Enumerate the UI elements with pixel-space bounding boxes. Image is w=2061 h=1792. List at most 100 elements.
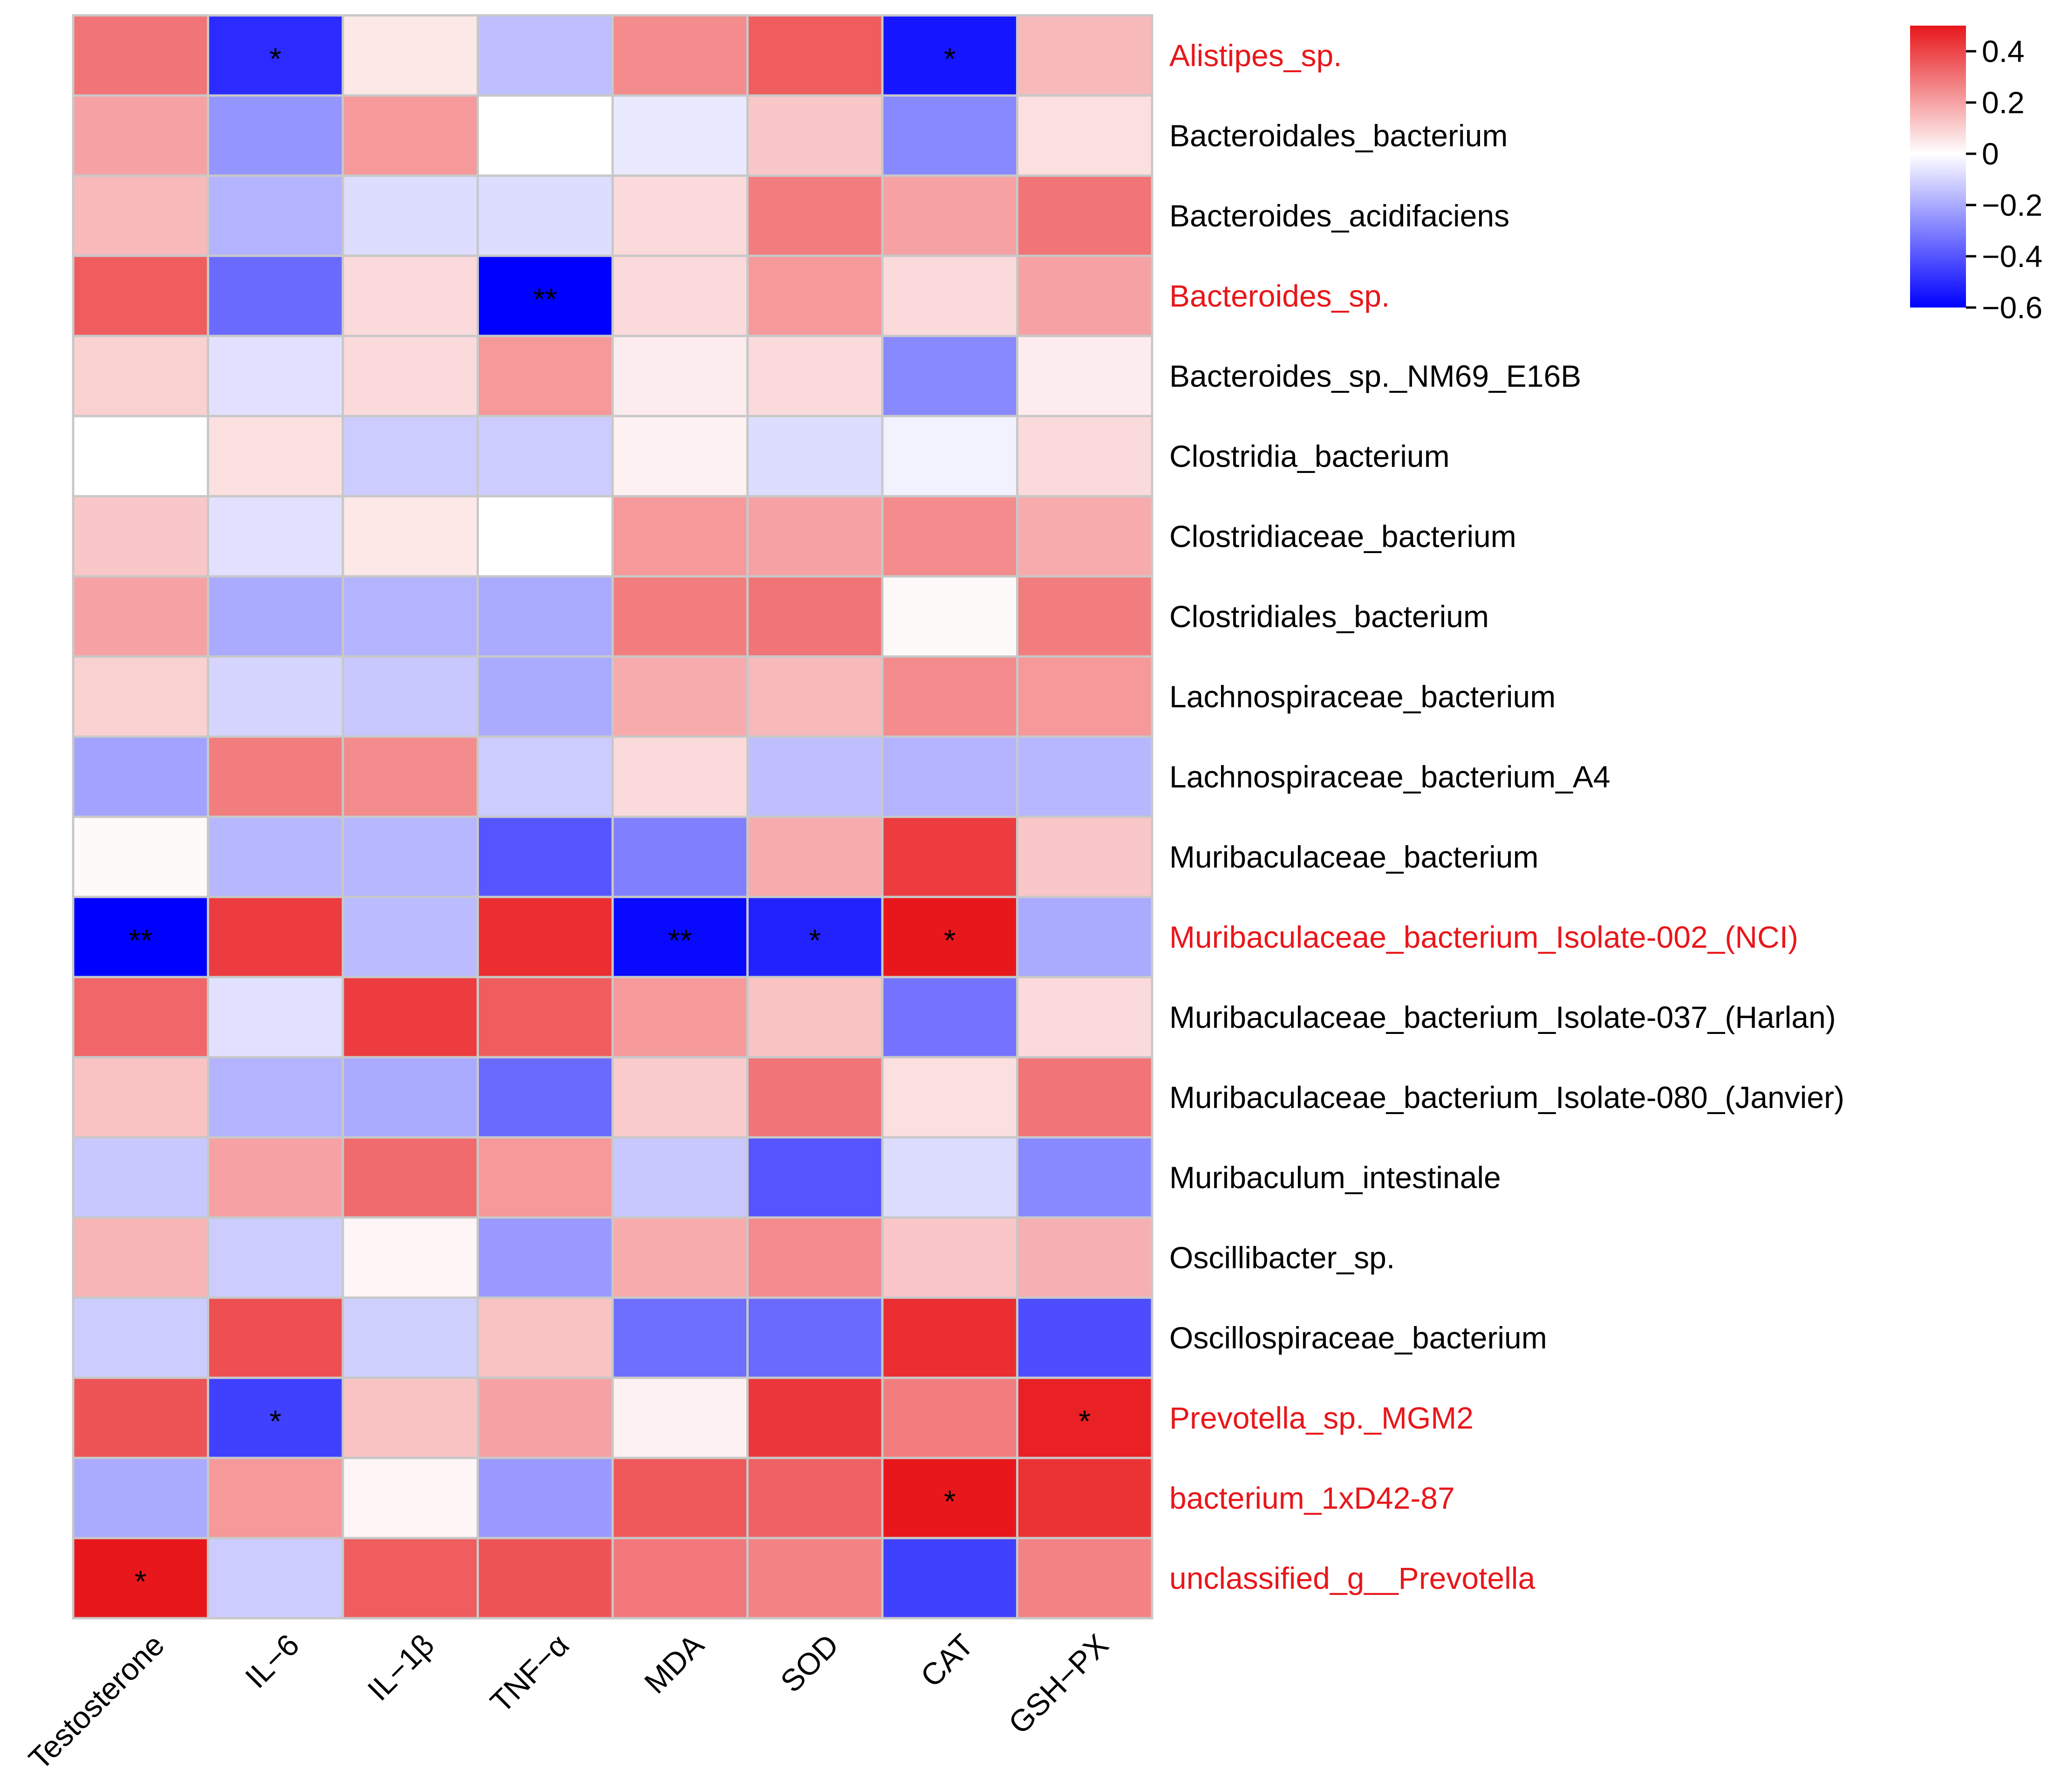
significance-marker: * [944,1484,956,1518]
heatmap-cell [611,1296,749,1379]
heatmap-cell [477,735,614,818]
heatmap-cell [1016,14,1153,97]
row-label: Muribaculaceae_bacterium_Isolate-002_(NC… [1169,920,1798,954]
heatmap-cell [72,1136,209,1219]
heatmap-cell [477,1537,614,1620]
heatmap-cell [746,94,884,177]
column-labels: Testosterone IL−6 IL−1β TNF−α MDA SOD CAT GSH−P… [22,1628,1115,1777]
heatmap-cell [207,1296,344,1379]
significance-marker: * [809,923,821,958]
heatmap-cell [341,655,479,738]
heatmap-cell [207,415,344,498]
heatmap-cell [341,896,479,978]
heatmap-cell [207,1056,344,1139]
row-label: Clostridia_bacterium [1169,439,1450,473]
heatmap-cell [746,575,884,658]
heatmap-cell [881,415,1018,498]
heatmap-cell [207,655,344,738]
column-label: MDA [638,1628,710,1700]
heatmap-cell [611,1136,749,1219]
heatmap-cell [881,1376,1018,1459]
colorbar-gradient [1910,26,1966,308]
row-label: Lachnospiraceae_bacterium_A4 [1169,759,1611,794]
row-labels: Alistipes_sp. Bacteroidales_bacterium Bact… [1169,38,1844,1595]
heatmap-cell [72,415,209,498]
heatmap-cell [477,896,614,978]
column-label: SOD [774,1628,845,1699]
heatmap-cell [477,1136,614,1219]
heatmap-cell [341,495,479,578]
heatmap-cell [1016,1216,1153,1299]
heatmap-cell [1016,1537,1153,1620]
row-label: Bacteroides_acidifaciens [1169,198,1509,233]
colorbar-tick-label: 0.4 [1982,34,2025,68]
heatmap-cell [611,815,749,898]
heatmap-cell [611,1216,749,1299]
heatmap-cell [72,976,209,1059]
colorbar-ticks: 0.4 0.2 0 −0.2 −0.4 −0.6 [1966,34,2042,325]
heatmap-cell [746,14,884,97]
row-label: bacterium_1xD42-87 [1169,1481,1455,1515]
row-label: Bacteroides_sp._NM69_E16B [1169,359,1581,393]
heatmap-cell [611,655,749,738]
significance-marker: ** [668,923,692,958]
column-label: IL−1β [361,1628,440,1707]
heatmap-cell [611,1457,749,1539]
heatmap-cell [1016,815,1153,898]
heatmap-cell [72,94,209,177]
heatmap-cell [341,335,479,417]
row-label: Prevotella_sp._MGM2 [1169,1401,1474,1435]
row-label: Oscillospiraceae_bacterium [1169,1320,1547,1355]
heatmap-cell [207,575,344,658]
heatmap-cell [72,14,209,97]
row-label: Lachnospiraceae_bacterium [1169,679,1556,714]
heatmap-cell [207,1376,344,1459]
heatmap-cell [341,1136,479,1219]
heatmap-cell [207,1537,344,1620]
heatmap-cell [881,1056,1018,1139]
heatmap-cell [1016,1056,1153,1139]
significance-marker: * [944,41,956,76]
heatmap-cell [477,495,614,578]
heatmap-cell [746,1457,884,1539]
heatmap-cell [72,495,209,578]
row-label: unclassified_g__Prevotella [1169,1561,1535,1595]
heatmap-cell [881,495,1018,578]
significance-markers: * ***** ** * ** *** [129,41,1091,1599]
heatmap-cell [72,1216,209,1299]
heatmap-cell [341,735,479,818]
heatmap-cell [72,254,209,337]
heatmap-cell [341,1376,479,1459]
row-label: Alistipes_sp. [1169,38,1342,73]
heatmap-cell [746,1296,884,1379]
heatmap-cell [477,1216,614,1299]
row-label: Clostridiaceae_bacterium [1169,519,1516,554]
heatmap-cell [746,415,884,498]
heatmap-cell [341,1216,479,1299]
heatmap-cell [746,1216,884,1299]
heatmap-cell [881,735,1018,818]
heatmap-cell [207,735,344,818]
heatmap-cell [746,735,884,818]
heatmap-cells [72,14,1153,1620]
heatmap-cell [881,254,1018,337]
heatmap-cell [72,1457,209,1539]
heatmap-cell [341,575,479,658]
heatmap-cell [1016,976,1153,1059]
significance-marker: * [269,41,281,76]
colorbar-tick-label: 0.2 [1982,85,2025,120]
heatmap-cell [72,335,209,417]
heatmap-cell [881,1296,1018,1379]
significance-marker: ** [533,282,557,316]
heatmap-cell [881,1537,1018,1620]
heatmap-cell [477,655,614,738]
heatmap-cell [881,1136,1018,1219]
heatmap-cell [72,1376,209,1459]
heatmap-cell [746,254,884,337]
heatmap-cell [746,495,884,578]
heatmap-cell [881,94,1018,177]
heatmap-cell [881,174,1018,257]
row-label: Muribaculaceae_bacterium_Isolate-037_(Ha… [1169,1000,1836,1034]
heatmap-cell [477,1296,614,1379]
heatmap-cell [477,1457,614,1539]
